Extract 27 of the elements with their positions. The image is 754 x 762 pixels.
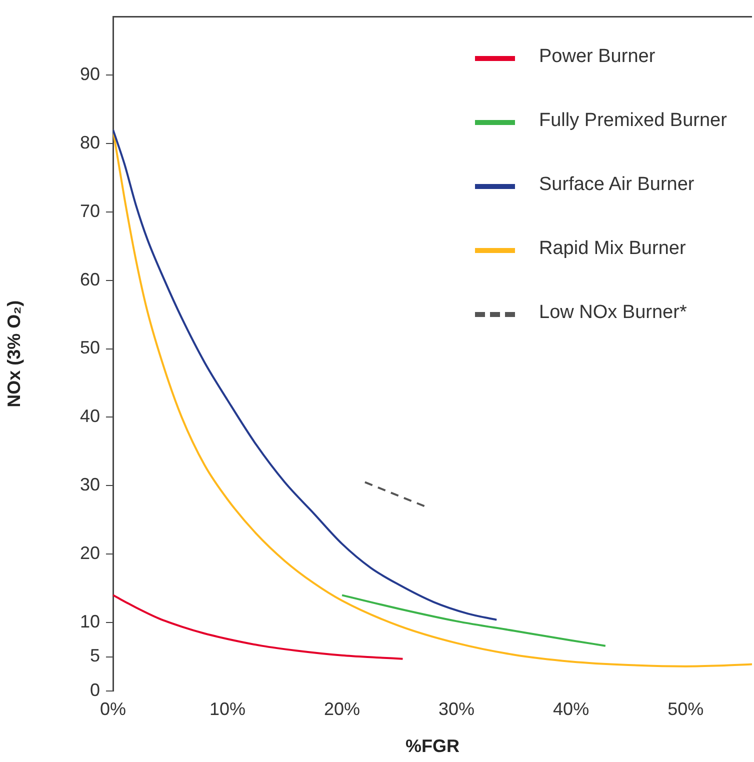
y-tick-label: 50 bbox=[80, 338, 100, 358]
y-tick-label: 90 bbox=[80, 64, 100, 84]
legend-label: Rapid Mix Burner bbox=[539, 237, 687, 261]
x-axis-title: %FGR bbox=[406, 736, 460, 756]
legend-label: Surface Air Burner bbox=[539, 173, 696, 197]
x-tick-label: 30% bbox=[438, 698, 475, 719]
line-series bbox=[113, 594, 404, 660]
line-series bbox=[113, 128, 498, 621]
x-tick-label: 40% bbox=[553, 698, 590, 719]
y-tick-label: 60 bbox=[80, 269, 100, 290]
y-tick-label: 10 bbox=[80, 612, 100, 632]
y-tick-label: 5 bbox=[90, 646, 100, 666]
y-tick-label: 0 bbox=[90, 680, 100, 700]
line-series bbox=[341, 594, 606, 647]
x-tick-label: 0% bbox=[100, 698, 126, 719]
x-tick-label: 50% bbox=[668, 698, 704, 719]
y-tick-label: 80 bbox=[80, 132, 100, 152]
legend-label: Low NOx Burner* bbox=[539, 301, 688, 325]
legend-label: Power Burner bbox=[539, 45, 656, 69]
y-axis-title: NOx (3% O₂) bbox=[4, 300, 24, 408]
y-tick-label: 30 bbox=[80, 474, 100, 495]
y-tick-label: 40 bbox=[80, 406, 100, 426]
legend-label: Fully Premixed Burner bbox=[539, 109, 728, 133]
y-tick-label: 20 bbox=[80, 543, 100, 564]
x-tick-label: 20% bbox=[324, 698, 360, 719]
y-tick-label: 70 bbox=[80, 200, 100, 221]
x-tick-label: 10% bbox=[210, 698, 246, 719]
